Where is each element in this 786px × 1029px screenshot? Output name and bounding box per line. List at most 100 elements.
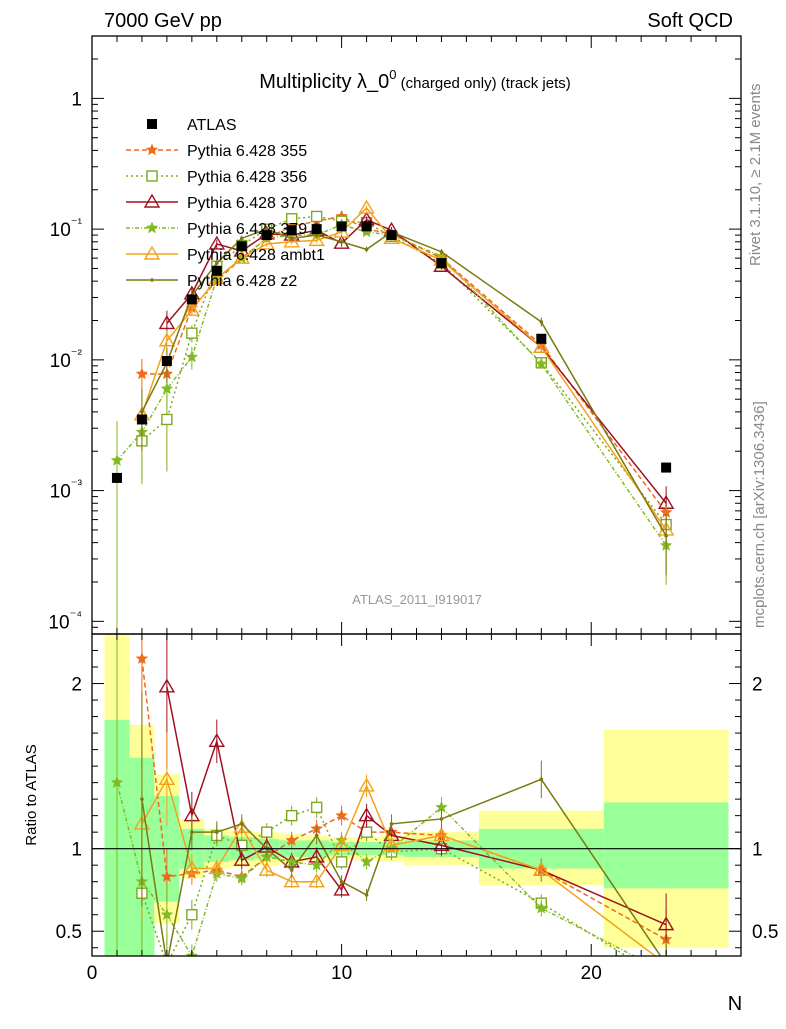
legend-label: Pythia 6.428 356 (187, 169, 307, 186)
ratio-point (261, 826, 273, 838)
y-tick-base: 10 (50, 220, 71, 241)
x-tick-label: 0 (87, 963, 98, 984)
y-tick-exp: ⁻¹ (71, 215, 83, 230)
ratio-point (308, 873, 325, 888)
data-point (533, 338, 550, 353)
data-point (289, 236, 294, 241)
ratio-point (534, 901, 548, 914)
ratio-point (664, 962, 668, 966)
legend-label: ATLAS (187, 117, 237, 134)
ratio-point (235, 871, 249, 884)
series-line-p355 (141, 215, 667, 513)
data-point (158, 315, 176, 330)
ratio-point (358, 807, 375, 822)
ratio-line-p355 (141, 658, 667, 941)
ratio-series-z2 (140, 691, 668, 966)
legend-item: Pythia 6.428 370 (126, 193, 307, 212)
ratio-point (165, 962, 169, 966)
ratio-tick-label-left: 0.5 (56, 922, 82, 943)
ratio-point (335, 808, 348, 822)
atlas-point (111, 472, 122, 483)
data-point (358, 199, 375, 214)
ratio-point (433, 836, 450, 852)
ratio-tick-label-right: 1 (752, 840, 763, 861)
y-tick-label: 10⁻² (50, 346, 83, 372)
ratio-point (358, 777, 375, 792)
ratio-point (310, 858, 324, 871)
legend-marker (145, 221, 159, 234)
ratio-point (539, 777, 544, 782)
ratio-point (533, 861, 550, 876)
ratio-point (310, 801, 323, 814)
y-tick-exp: ⁻² (71, 346, 83, 361)
y-tick-base: 10 (50, 482, 71, 503)
legend-marker (143, 193, 161, 208)
main-series-layer (110, 199, 675, 634)
data-point (534, 357, 548, 370)
legend-item: Pythia 6.428 355 (126, 143, 307, 160)
data-point (208, 269, 226, 285)
atlas-point (236, 241, 247, 252)
y-tick-label: 10⁻⁴ (48, 607, 82, 633)
ratio-point (660, 967, 671, 978)
mcplots-label: mcplots.cern.ch [arXiv:1306.3436] (751, 401, 768, 628)
data-point (308, 231, 325, 247)
ratio-point (162, 959, 172, 969)
ratio-series-p370 (158, 634, 675, 956)
series-line-p356 (141, 215, 667, 525)
ratio-point (333, 881, 350, 896)
ratio-point (335, 856, 348, 868)
atlas-point (436, 258, 447, 269)
ratio-point (360, 855, 373, 868)
data-point (161, 413, 173, 426)
atlas-point (186, 294, 197, 305)
ratio-point (333, 836, 350, 852)
atlas-point (386, 230, 397, 241)
ratio-point (135, 652, 149, 665)
ratio-point (183, 860, 201, 875)
band-inner (603, 802, 729, 889)
ratio-point (239, 822, 244, 826)
data-point (264, 227, 269, 231)
header-right: Soft QCD (647, 10, 733, 32)
x-tick-label: 20 (581, 963, 602, 984)
data-point (664, 534, 668, 538)
ratio-point (433, 827, 450, 842)
series-p379 (110, 218, 673, 634)
ratio-axis-label: Ratio to ATLAS (23, 744, 40, 845)
ratio-tick-label-left: 2 (71, 675, 82, 696)
legend-label: Pythia 6.428 379 (187, 221, 307, 238)
data-point (185, 350, 199, 363)
ratio-tick-label-right: 0.5 (752, 922, 778, 943)
data-point (186, 327, 198, 339)
ratio-point (383, 836, 400, 852)
ratio-point (339, 879, 344, 884)
legend: ATLAS Pythia 6.428 355 Pythia 6.428 356 Pyt… (126, 117, 325, 290)
data-point (339, 239, 344, 244)
legend-marker (143, 245, 161, 260)
ratio-point (236, 839, 248, 852)
data-point (158, 332, 176, 347)
legend-item: Pythia 6.428 z2 (126, 273, 297, 290)
legend-marker (145, 143, 159, 156)
atlas-point (211, 265, 222, 276)
data-point (310, 210, 323, 223)
ratio-point (208, 732, 226, 748)
ratio-line-z2 (141, 778, 662, 956)
y-tick-exp: ⁻⁴ (70, 607, 82, 622)
ratio-point (285, 833, 299, 846)
atlas-point (161, 356, 172, 367)
ratio-point (364, 893, 369, 897)
data-point (160, 382, 174, 395)
ratio-point (233, 851, 250, 866)
atlas-point (336, 221, 347, 232)
data-point (439, 250, 444, 254)
data-point (539, 320, 544, 324)
ratio-point (283, 873, 300, 888)
ratio-point (190, 830, 194, 834)
data-point (140, 410, 144, 414)
legend-marker (147, 119, 157, 129)
legend-item: ATLAS (147, 117, 237, 134)
analysis-watermark: ATLAS_2011_I919017 (352, 592, 482, 607)
